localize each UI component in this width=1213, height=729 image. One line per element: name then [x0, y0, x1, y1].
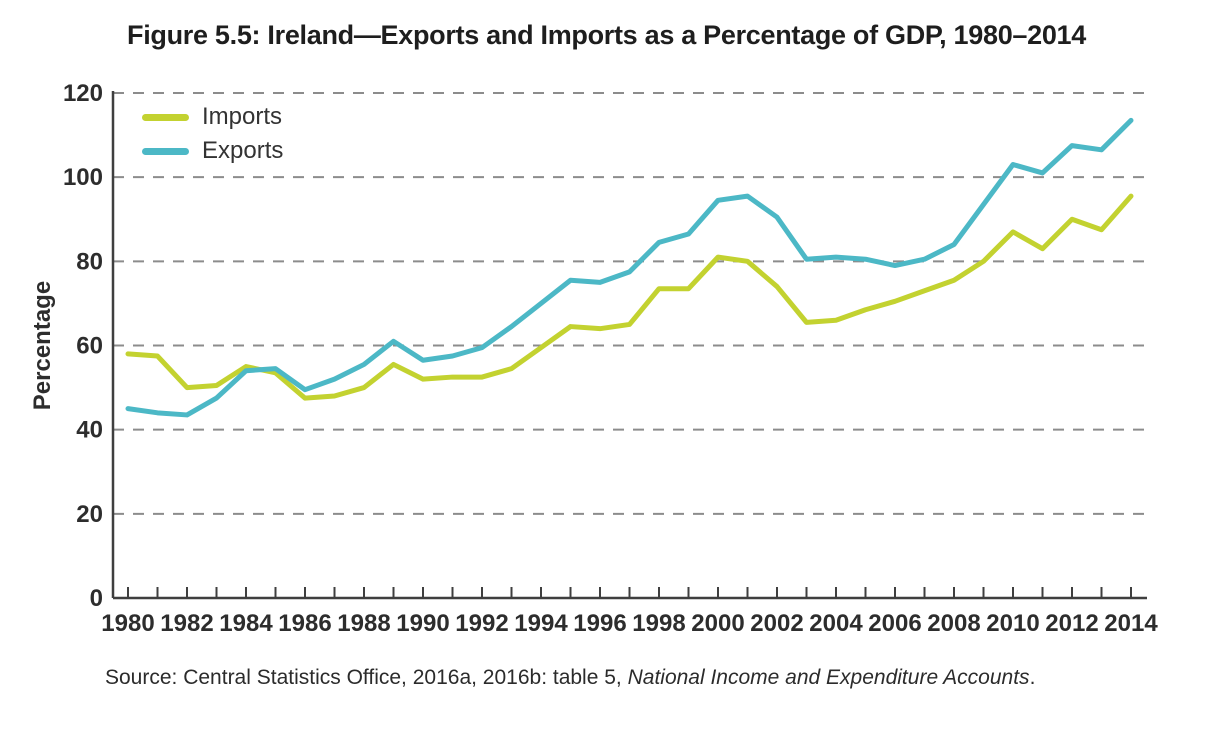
y-tick-label: 40	[76, 417, 103, 444]
x-tick-label: 2000	[691, 610, 744, 637]
x-tick-label: 2004	[809, 610, 863, 637]
y-tick-label: 60	[76, 333, 103, 360]
chart-legend: Imports Exports	[142, 103, 284, 164]
x-tick-label: 2012	[1045, 610, 1098, 637]
legend-label-exports: Exports	[202, 137, 284, 164]
source-caption: Source: Central Statistics Office, 2016a…	[105, 666, 1035, 690]
y-tick-label: 100	[63, 164, 103, 191]
x-tick-label: 1988	[337, 610, 390, 637]
x-tick-label: 2010	[986, 610, 1039, 637]
y-axis-title: Percentage	[29, 281, 56, 410]
x-tick-label: 2008	[927, 610, 980, 637]
x-tick-label: 1998	[632, 610, 685, 637]
y-tick-label: 20	[76, 501, 103, 528]
x-tick-label: 1986	[278, 610, 331, 637]
figure-title: Figure 5.5: Ireland—Exports and Imports …	[127, 20, 1086, 50]
x-tick-label: 1994	[514, 610, 568, 637]
x-tick-label: 1982	[160, 610, 213, 637]
x-tick-label: 1992	[455, 610, 508, 637]
y-tick-label: 80	[76, 248, 103, 275]
imports-line	[125, 193, 1134, 401]
legend-item-exports: Exports	[142, 137, 284, 164]
x-tick-label: 2002	[750, 610, 803, 637]
y-tick-label: 120	[63, 80, 103, 107]
x-tick-label: 1990	[396, 610, 449, 637]
x-tick-label: 1980	[101, 610, 154, 637]
imports-swatch	[142, 113, 189, 121]
x-tick-label: 1996	[573, 610, 626, 637]
exports-line	[125, 117, 1134, 418]
legend-label-imports: Imports	[202, 103, 283, 130]
y-tick-label: 0	[90, 585, 103, 612]
source-text-italic: National Income and Expenditure Accounts	[627, 666, 1030, 689]
x-tick-label: 1984	[219, 610, 273, 637]
source-text-period: .	[1029, 666, 1036, 689]
x-tick-label: 2014	[1104, 610, 1158, 637]
source-text: Source: Central Statistics Office, 2016a…	[105, 666, 628, 689]
legend-item-imports: Imports	[142, 103, 283, 130]
exports-swatch	[142, 147, 189, 155]
x-tick-label: 2006	[868, 610, 921, 637]
